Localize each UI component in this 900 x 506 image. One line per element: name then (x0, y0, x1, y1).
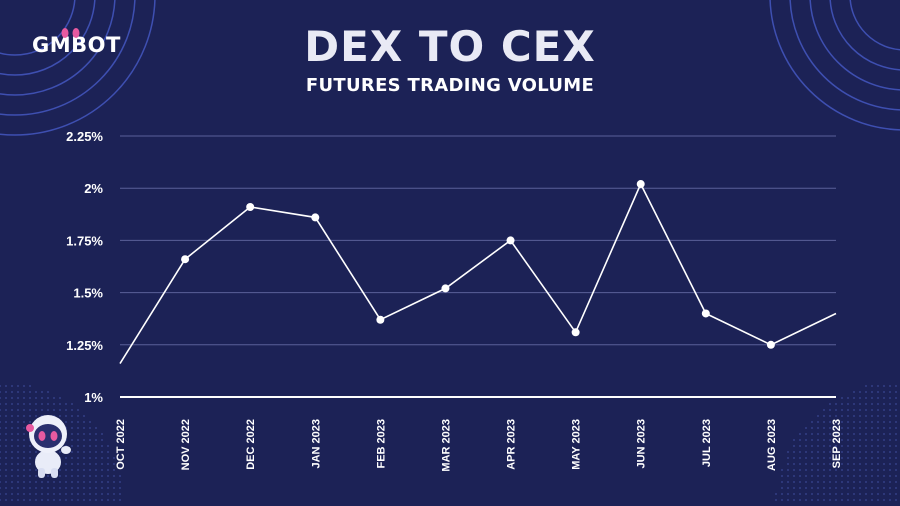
x-tick-label: OCT 2022 (115, 419, 127, 470)
x-tick-label: SEP 2023 (831, 419, 843, 468)
data-point (506, 236, 515, 245)
x-tick-label: JAN 2023 (310, 419, 322, 469)
x-tick-label: MAR 2023 (440, 419, 452, 472)
x-tick-label: JUL 2023 (701, 419, 713, 467)
grid-lines (120, 135, 836, 398)
data-point (311, 213, 320, 222)
x-tick-label: MAY 2023 (571, 419, 583, 470)
chart-title: DEX TO CEX (304, 22, 596, 71)
data-point (181, 255, 190, 264)
data-point (246, 202, 255, 211)
x-tick-label: NOV 2022 (180, 419, 192, 470)
y-axis-ticks: 1% 1.25% 1.5% 1.75% 2% 2.25% (66, 129, 103, 405)
data-point (636, 180, 645, 189)
data-point (571, 328, 580, 337)
data-point (701, 309, 710, 318)
series-volume (119, 180, 837, 365)
y-tick-label: 1.5% (73, 286, 103, 301)
x-tick-label: APR 2023 (506, 419, 518, 470)
robot-mascot-icon (26, 415, 71, 478)
y-tick-label: 1.75% (66, 233, 103, 248)
bottom-right-dot-pattern (775, 385, 897, 501)
x-tick-label: AUG 2023 (766, 419, 778, 471)
y-tick-label: 1.25% (66, 338, 103, 353)
x-tick-label: DEC 2022 (245, 419, 257, 470)
gmbot-logo-eyes-icon (61, 28, 80, 38)
y-tick-label: 2% (84, 181, 103, 196)
x-tick-label: JUN 2023 (636, 419, 648, 469)
series-line (119, 182, 837, 365)
chart-subtitle: FUTURES TRADING VOLUME (305, 75, 595, 96)
x-tick-label: FEB 2023 (375, 419, 387, 469)
data-point (376, 315, 385, 324)
x-axis-ticks: OCT 2022 NOV 2022 DEC 2022 JAN 2023 FEB 2023… (115, 419, 843, 472)
data-point (766, 340, 775, 349)
top-left-rings (0, 0, 156, 136)
y-tick-label: 1% (84, 390, 103, 405)
data-point (441, 284, 450, 293)
y-tick-label: 2.25% (66, 129, 103, 144)
